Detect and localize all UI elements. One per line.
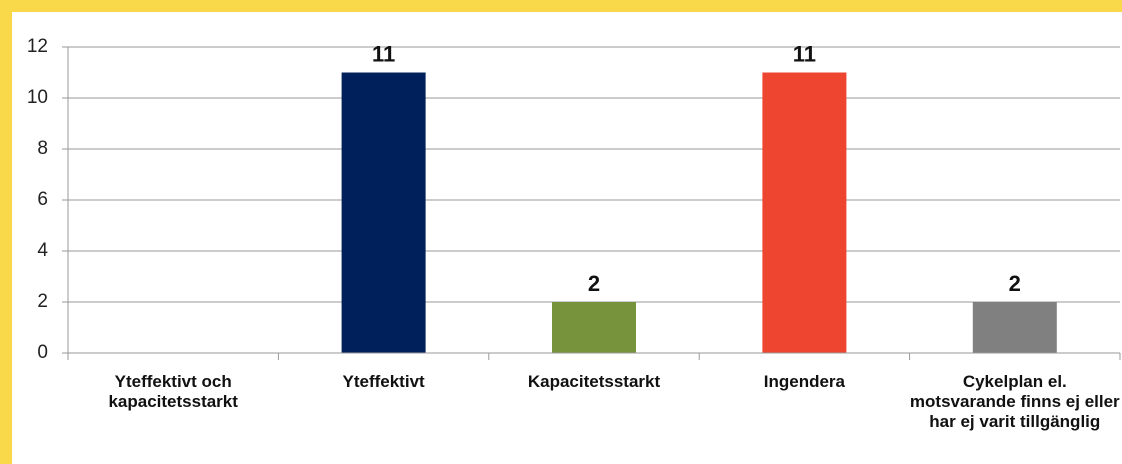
bar — [552, 302, 636, 353]
data-label: 11 — [793, 41, 816, 66]
plot-background — [12, 12, 1122, 464]
y-tick-label: 12 — [27, 36, 48, 57]
y-tick-label: 10 — [27, 87, 48, 108]
bar — [762, 72, 847, 353]
x-tick-label: Kapacitetsstarkt — [527, 372, 661, 391]
x-tick-label: Ingendera — [763, 372, 846, 391]
data-label: 11 — [372, 41, 395, 66]
y-tick-label: 8 — [37, 138, 48, 159]
bar — [341, 72, 426, 353]
x-tick-label: Yteffektivt — [342, 372, 425, 391]
y-tick-label: 0 — [37, 342, 48, 363]
y-tick-label: 4 — [37, 240, 48, 261]
data-label: 2 — [1009, 271, 1021, 296]
x-tick-label: Yteffektivt och kapacitetsstarkt — [108, 372, 238, 411]
data-label: 2 — [588, 271, 600, 296]
x-tick-label: Cykelplan el. motsvarande finns ej eller… — [909, 372, 1120, 431]
y-tick-label: 6 — [37, 189, 48, 210]
bar — [972, 302, 1057, 353]
y-tick-label: 2 — [37, 291, 48, 312]
